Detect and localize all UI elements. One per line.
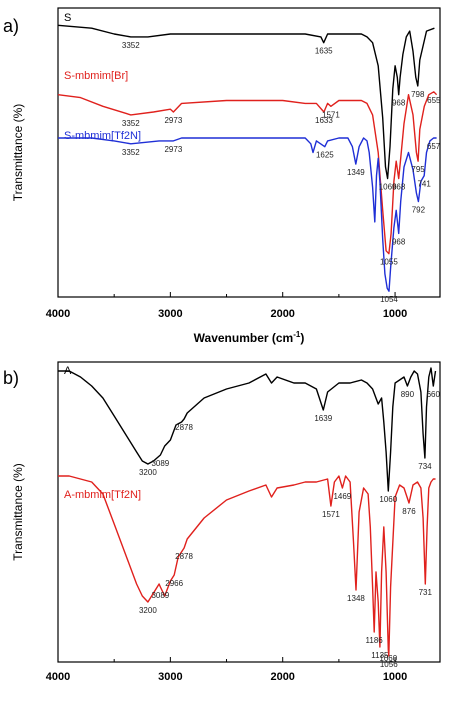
panel-a-peak-label: 741: [417, 180, 431, 189]
panel-a-peak-label: 792: [412, 206, 426, 215]
panel-b-peak-label: 1060: [379, 654, 397, 663]
panel-b-series-line-0: [58, 367, 437, 492]
panel-b-x-tick-label: 3000: [158, 671, 182, 683]
panel-b-peak-label: 731: [419, 588, 433, 597]
panel-b-peak-label: 3200: [139, 468, 157, 477]
panel-b-peak-label: 3089: [151, 591, 169, 600]
panel-a-x-tick-label: 4000: [46, 308, 70, 320]
panel-a-peak-label: 1349: [347, 168, 365, 177]
panel-b-y-axis-label: Transmittance (%): [11, 463, 25, 561]
panel-b-peak-label: 1060: [379, 495, 397, 504]
panel-a-series-line-0: [57, 24, 435, 180]
panel-a-peak-label: 2973: [164, 145, 182, 154]
panel-a-y-axis-label: Transmittance (%): [11, 104, 25, 202]
panel-b-x-tick-label: 1000: [383, 671, 407, 683]
panel-b-peak-label: 3089: [151, 459, 169, 468]
panel-a-peak-label: 968: [392, 183, 406, 192]
panel-a-series-label-2: S-mbmim[Tf2N]: [64, 130, 141, 142]
panel-b-peak-label: 1348: [347, 594, 365, 603]
panel-b-x-tick-label: 2000: [270, 671, 294, 683]
panel-b-x-tick-label: 4000: [46, 671, 70, 683]
panel-b-peak-label: 890: [401, 390, 415, 399]
panel-b-series-label-0: A: [64, 365, 72, 377]
panel-a-plot-frame: [57, 7, 441, 298]
panel-label-b: b): [3, 368, 20, 388]
panel-a-peak-label: 1625: [316, 151, 334, 160]
panel-b-peak-label: 2878: [175, 552, 193, 561]
panel-a-series-line-2: [58, 137, 437, 292]
panel-b-peak-label: 2966: [165, 579, 183, 588]
panel-a-peak-label: 657: [427, 142, 441, 151]
panel-b-peak-label: 734: [418, 462, 432, 471]
panel-b-plot-frame: [57, 361, 441, 663]
panel-a-x-tick-label: 2000: [270, 308, 294, 320]
panel-a-peak-label: 655: [427, 96, 441, 105]
panel-a-peak-label: 3352: [122, 119, 140, 128]
panel-b-peak-label: 3200: [139, 606, 157, 615]
panel-a-peak-label: 1571: [322, 110, 340, 119]
panel-b-peak-label: 2878: [175, 423, 193, 432]
panel-b-series-line-1: [58, 475, 436, 657]
panel-a-peak-label: 798: [411, 90, 425, 99]
panel-b-peak-label: 1571: [322, 510, 340, 519]
panel-a-peak-label: 968: [392, 99, 406, 108]
panel-a-x-axis-label: Wavenumber (cm-1): [194, 330, 305, 345]
panel-a-peak-label: 1635: [315, 47, 333, 56]
panel-a-series-line-1: [57, 91, 438, 255]
panel-a-peak-label: 795: [411, 165, 425, 174]
panel-a-peak-label: 968: [392, 237, 406, 246]
panel-a-peak-label: 3352: [122, 41, 140, 50]
panel-b-peak-label: 660: [427, 390, 441, 399]
panel-b-series-label-1: A-mbmim[Tf2N]: [64, 489, 141, 501]
panel-a-x-tick-label: 1000: [383, 308, 407, 320]
panel-b-peak-label: 1639: [314, 414, 332, 423]
panel-a-peak-label: 1633: [315, 116, 333, 125]
panel-a-peak-label: 1066: [379, 183, 397, 192]
panel-b-peak-label: 1469: [333, 492, 351, 501]
panel-b-peak-label: 1135: [371, 651, 389, 660]
panel-a-peak-label: 1054: [380, 295, 398, 304]
panel-a-series-label-0: S: [64, 12, 71, 24]
panel-b-peak-label: 1056: [380, 660, 398, 669]
panel-a-series-label-1: S-mbmim[Br]: [64, 70, 128, 82]
panel-a-x-tick-label: 3000: [158, 308, 182, 320]
panel-a-peak-label: 1055: [380, 258, 398, 267]
panel-label-a: a): [3, 16, 20, 36]
panel-a-peak-label: 3352: [122, 148, 140, 157]
panel-b-peak-label: 1186: [366, 636, 384, 645]
panel-a-peak-label: 2973: [164, 116, 182, 125]
panel-b-peak-label: 876: [402, 507, 416, 516]
